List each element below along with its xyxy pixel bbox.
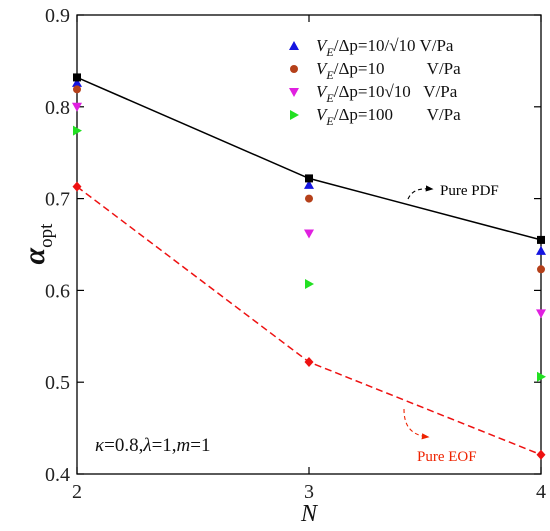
y-tick-label: 0.9 <box>45 5 70 27</box>
annotations: Pure PDF Pure EOF <box>403 183 499 465</box>
pure-pdf-point <box>305 174 313 183</box>
axis-ticks: 2 3 4 0.4 0.5 0.6 0.7 0.8 0.9 <box>45 5 546 503</box>
legend-sub: E <box>325 68 334 82</box>
y-axis-label: αopt <box>18 223 57 265</box>
param-m: m <box>177 435 191 456</box>
y-axis-label-sub: opt <box>36 223 57 248</box>
series-1-point <box>536 245 546 255</box>
svg-text:αopt: αopt <box>18 223 57 265</box>
series-4-point <box>537 371 546 382</box>
data-markers <box>72 73 546 460</box>
legend-sub: E <box>325 114 334 128</box>
param-m-value: =1 <box>190 435 210 456</box>
legend-marker-4 <box>290 110 299 120</box>
parameters-text: κ=0.8,λ=1,m=1 <box>95 435 211 456</box>
legend-entry-4: VE/Δp=100 V/Pa <box>316 105 461 128</box>
pure-pdf-label: Pure PDF <box>440 183 499 199</box>
legend-rest: /Δp=10/√10 V/Pa <box>334 36 454 55</box>
pure-pdf-arrow <box>407 185 434 200</box>
pure-pdf-line <box>76 76 542 241</box>
series-2-point <box>537 265 545 274</box>
pure-eof-point <box>536 449 546 460</box>
pure-pdf-point <box>73 73 81 82</box>
x-tick-label: 2 <box>72 481 82 503</box>
legend-sub: E <box>325 45 334 59</box>
plot-frame <box>76 14 542 475</box>
pure-eof-label: Pure EOF <box>417 449 477 465</box>
x-axis-label: N <box>300 501 319 527</box>
series-2-point <box>73 85 81 94</box>
legend-entry-2: VE/Δp=10 V/Pa <box>316 59 461 82</box>
y-tick-label: 0.6 <box>45 280 70 302</box>
legend-rest: /Δp=10 V/Pa <box>334 59 461 78</box>
legend-sub: E <box>325 91 334 105</box>
y-axis-label-main: α <box>18 247 51 264</box>
series-4-point <box>73 125 82 136</box>
legend-var: V <box>316 82 329 101</box>
legend-marker-2 <box>290 65 298 73</box>
series-4-point <box>305 278 314 289</box>
param-lambda: λ <box>142 435 151 456</box>
legend-var: V <box>316 59 329 78</box>
legend-entry-3: VE/Δp=10√10 V/Pa <box>316 82 458 105</box>
series-1-point <box>304 179 314 189</box>
y-tick-label: 0.5 <box>45 372 70 394</box>
x-tick-label: 4 <box>536 481 546 503</box>
legend-marker-1 <box>289 41 299 50</box>
pure-eof-arrow <box>403 408 430 440</box>
param-kappa: κ <box>95 435 105 456</box>
x-tick-label: 3 <box>304 481 314 503</box>
pure-eof-line <box>76 186 542 456</box>
pure-eof-point <box>304 357 314 368</box>
series-2-point <box>305 194 313 203</box>
legend-var: V <box>316 105 329 124</box>
legend-rest: /Δp=100 V/Pa <box>334 105 461 124</box>
series-lines <box>76 76 542 456</box>
y-tick-label: 0.8 <box>45 97 70 119</box>
legend-entry-1: VE/Δp=10/√10 V/Pa <box>316 36 454 59</box>
pure-pdf-point <box>537 235 545 244</box>
series-3-point <box>304 229 314 239</box>
param-kappa-value: =0.8, <box>104 435 143 456</box>
series-1-point <box>72 77 82 87</box>
series-3-point <box>536 309 546 319</box>
legend-rest: /Δp=10√10 V/Pa <box>334 82 458 101</box>
legend-var: V <box>316 36 329 55</box>
y-tick-label: 0.4 <box>45 464 70 486</box>
series-3-point <box>72 102 82 112</box>
legend-marker-3 <box>289 88 299 97</box>
pure-eof-point <box>72 181 82 192</box>
y-tick-label: 0.7 <box>45 189 70 211</box>
param-lambda-value: =1, <box>152 435 177 456</box>
